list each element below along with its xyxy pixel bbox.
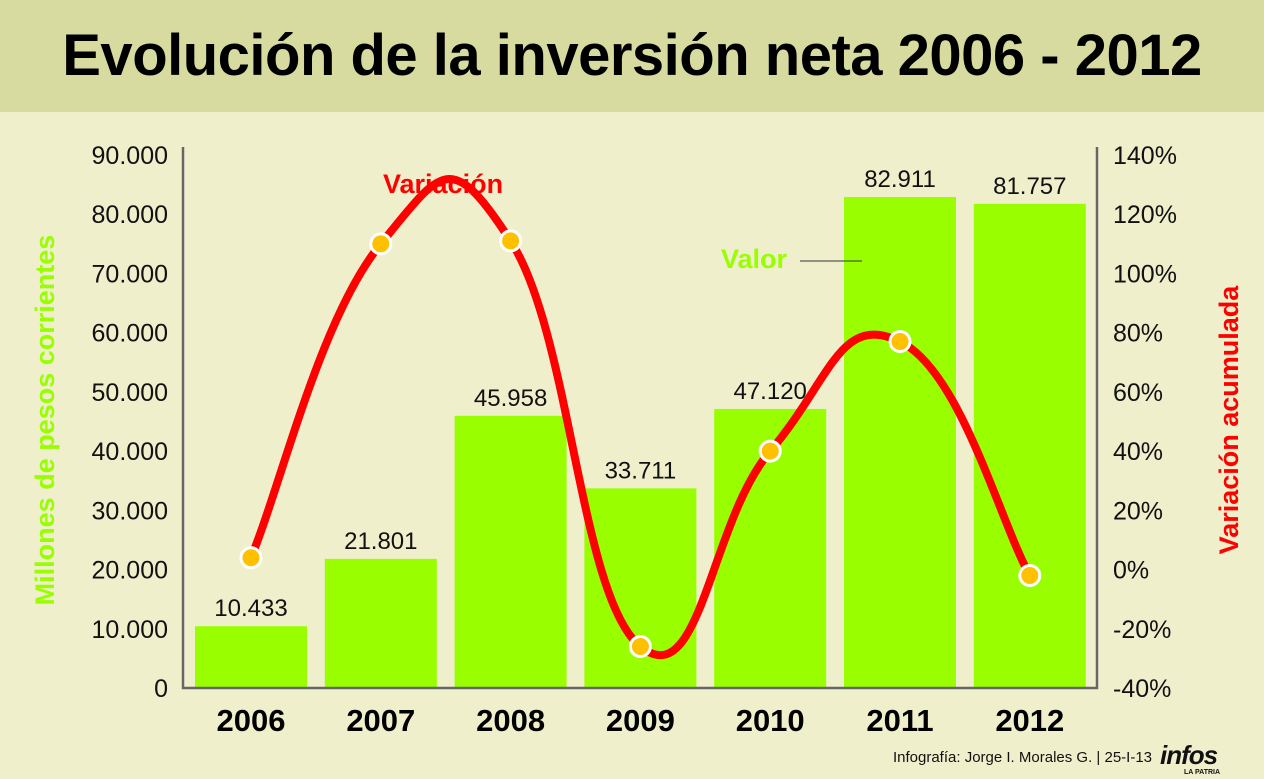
variation-point-2012 bbox=[1018, 563, 1042, 587]
x-tick-label: 2009 bbox=[606, 703, 675, 738]
bar-2012 bbox=[973, 203, 1086, 688]
y-tick-label: 80.000 bbox=[92, 201, 168, 229]
variation-point-2007 bbox=[369, 232, 393, 256]
title-band bbox=[0, 0, 1264, 112]
y-tick-label: 50.000 bbox=[92, 379, 168, 407]
y-tick-label: 70.000 bbox=[92, 260, 168, 288]
bar-2007 bbox=[324, 558, 437, 688]
bar-2008 bbox=[454, 415, 567, 688]
x-tick-label: 2007 bbox=[346, 703, 415, 738]
y-tick-label: 20.000 bbox=[92, 557, 168, 585]
data-label: 82.911 bbox=[864, 166, 936, 193]
variation-point-2006 bbox=[239, 546, 263, 570]
y2-tick-label: 0% bbox=[1113, 557, 1149, 585]
variation-point-2009 bbox=[628, 635, 652, 659]
y2-tick-label: 140% bbox=[1113, 142, 1177, 170]
x-tick-label: 2011 bbox=[866, 703, 933, 738]
y2-tick-label: 20% bbox=[1113, 497, 1163, 525]
y-tick-label: 10.000 bbox=[92, 616, 168, 644]
logo-text: infos bbox=[1160, 740, 1218, 770]
axes-frame bbox=[181, 147, 1099, 690]
x-tick-label: 2008 bbox=[476, 703, 545, 738]
y2-tick-label: 40% bbox=[1113, 438, 1163, 466]
y2-tick-label: 120% bbox=[1113, 201, 1177, 229]
y-tick-label: 40.000 bbox=[92, 438, 168, 466]
y2-tick-label: -40% bbox=[1113, 675, 1171, 703]
bar-2006 bbox=[195, 626, 307, 688]
logo: infos LA PATRIA bbox=[1160, 742, 1260, 779]
bar-2011 bbox=[844, 196, 956, 688]
data-label: 45.958 bbox=[474, 385, 547, 412]
y2-axis-label: Variación acumulada bbox=[1214, 285, 1244, 555]
y-tick-label: 30.000 bbox=[92, 497, 168, 525]
x-tick-label: 2012 bbox=[995, 703, 1064, 738]
y-tick-label: 90.000 bbox=[92, 142, 168, 170]
annotation-valor: Valor bbox=[721, 244, 788, 274]
data-label: 81.757 bbox=[993, 173, 1066, 200]
data-label: 10.433 bbox=[214, 595, 287, 622]
variation-point-2008 bbox=[499, 229, 523, 253]
x-tick-label: 2006 bbox=[217, 703, 286, 738]
data-label: 21.801 bbox=[344, 528, 417, 555]
y2-tick-label: 60% bbox=[1113, 379, 1163, 407]
y2-tick-label: 100% bbox=[1113, 260, 1177, 288]
variation-point-2010 bbox=[758, 439, 782, 463]
y2-tick-label: -20% bbox=[1113, 616, 1171, 644]
data-label: 47.120 bbox=[733, 378, 806, 405]
data-label: 33.711 bbox=[605, 457, 677, 484]
y-tick-label: 0 bbox=[154, 675, 168, 703]
y-axis-label: Millones de pesos corrientes bbox=[30, 235, 60, 606]
logo-sub: LA PATRIA bbox=[1184, 769, 1221, 776]
chart-title: Evolución de la inversión neta 2006 - 20… bbox=[62, 23, 1202, 88]
y2-tick-label: 80% bbox=[1113, 320, 1163, 348]
variation-point-2011 bbox=[888, 330, 912, 354]
x-tick-label: 2010 bbox=[736, 703, 805, 738]
bar-2009 bbox=[584, 488, 697, 688]
credit: Infografía: Jorge I. Morales G. | 25-I-1… bbox=[892, 749, 1152, 766]
y-tick-label: 60.000 bbox=[92, 320, 168, 348]
annotation-variacion: Variación bbox=[383, 169, 503, 199]
